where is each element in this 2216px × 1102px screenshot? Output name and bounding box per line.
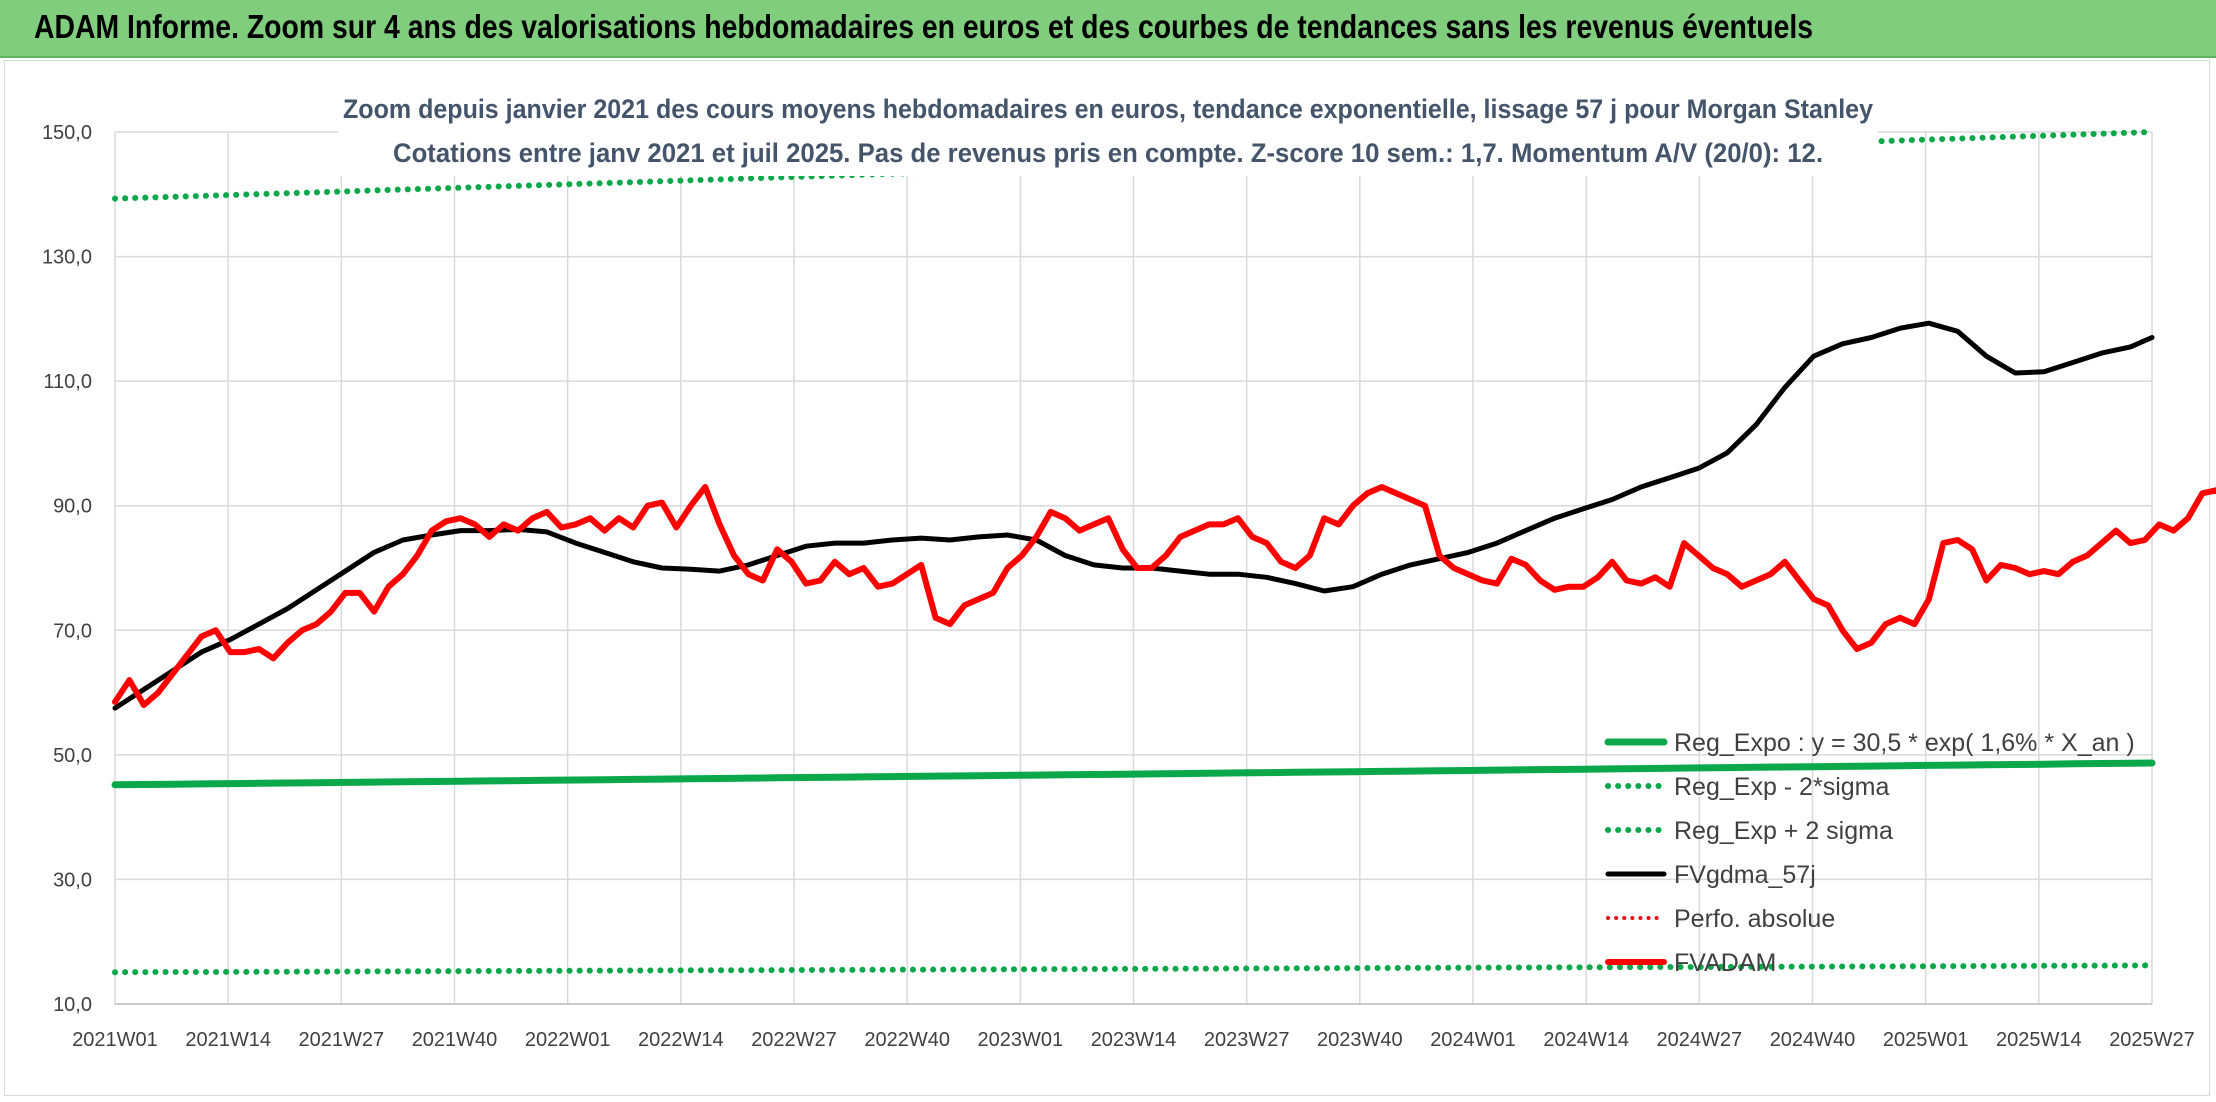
x-tick-label: 2022W40 <box>864 1029 950 1051</box>
y-tick-label: 90,0 <box>53 496 92 518</box>
x-axis: 2021W01 2021W14 2021W27 2021W40 2022W01 2022W… <box>72 1003 2195 1051</box>
x-tick-label: 2025W14 <box>1996 1029 2082 1051</box>
chart-titles: Zoom depuis janvier 2021 des cours moyen… <box>338 86 1878 176</box>
x-tick-label: 2021W40 <box>412 1029 498 1051</box>
chart-frame <box>4 60 2210 1096</box>
x-tick-label: 2022W14 <box>638 1029 724 1051</box>
x-tick-label: 2022W01 <box>525 1029 611 1051</box>
series-lines <box>111 129 2216 976</box>
y-tick-label: 150,0 <box>42 122 92 144</box>
legend-label: Reg_Exp + 2 sigma <box>1674 817 1893 845</box>
grid-lines <box>114 131 2153 1005</box>
x-tick-label: 2024W14 <box>1543 1029 1629 1051</box>
x-tick-label: 2024W01 <box>1430 1029 1516 1051</box>
legend-label: Reg_Expo : y = 30,5 * exp( 1,6% * X_an ) <box>1674 729 2135 757</box>
series-line-6 <box>112 484 2216 708</box>
y-axis: 10,0 30,0 50,0 70,0 90,0 110,0 130,0 150,0 <box>42 122 92 1016</box>
y-tick-label: 130,0 <box>42 247 92 269</box>
y-tick-label: 10,0 <box>53 994 92 1016</box>
legend-label: FVgdma_57j <box>1674 861 1816 889</box>
chart-title: Zoom depuis janvier 2021 des cours moyen… <box>343 94 1873 124</box>
legend-label: Reg_Exp - 2*sigma <box>1674 773 1889 801</box>
series-line-1 <box>111 759 2156 789</box>
report-header: ADAM Informe. Zoom sur 4 ans des valoris… <box>0 0 2216 58</box>
title-background <box>338 86 1878 176</box>
y-tick-label: 110,0 <box>43 371 92 393</box>
y-tick-label: 50,0 <box>53 745 92 767</box>
x-tick-label: 2021W14 <box>185 1029 271 1051</box>
legend: Reg_Expo : y = 30,5 * exp( 1,6% * X_an )… <box>1604 729 2135 977</box>
x-tick-label: 2025W01 <box>1883 1029 1969 1051</box>
x-tick-label: 2022W27 <box>751 1029 837 1051</box>
y-tick-label: 30,0 <box>53 869 92 891</box>
legend-label: Perfo. absolue <box>1674 905 1835 933</box>
report-title: ADAM Informe. Zoom sur 4 ans des valoris… <box>34 8 1814 45</box>
x-tick-label: 2024W40 <box>1770 1029 1856 1051</box>
x-tick-label: 2025W27 <box>2109 1029 2195 1051</box>
x-tick-label: 2023W40 <box>1317 1029 1403 1051</box>
x-tick-label: 2024W27 <box>1657 1029 1743 1051</box>
series-line-2 <box>112 962 2155 976</box>
x-tick-label: 2021W27 <box>299 1029 385 1051</box>
chart-subtitle: Cotations entre janv 2021 et juil 2025. … <box>393 138 1823 168</box>
x-tick-label: 2023W27 <box>1204 1029 1290 1051</box>
x-tick-label: 2023W14 <box>1091 1029 1177 1051</box>
legend-label: FVADAM <box>1674 949 1776 977</box>
x-tick-label: 2023W01 <box>978 1029 1064 1051</box>
x-tick-label: 2021W01 <box>72 1029 158 1051</box>
y-tick-label: 70,0 <box>53 620 92 642</box>
